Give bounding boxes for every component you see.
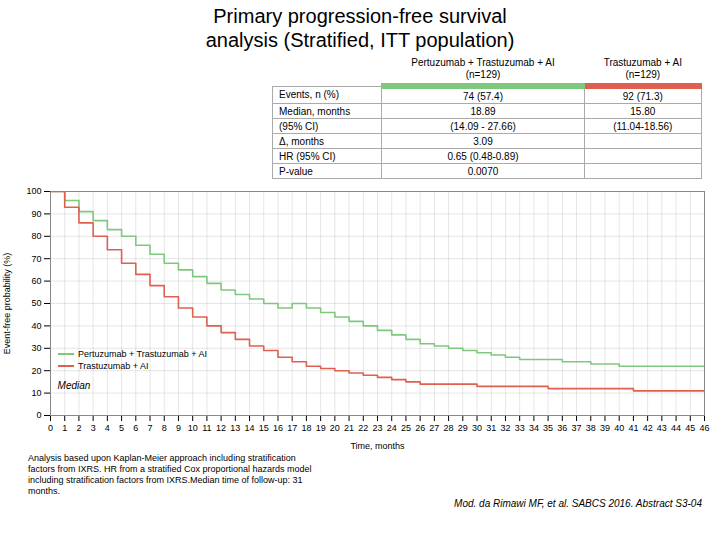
svg-text:24: 24 (387, 423, 397, 433)
html-text:Pertuzumab + Trastuzumab + AI: Pertuzumab + Trastuzumab + AI (411, 57, 555, 68)
svg-text:100: 100 (26, 186, 41, 196)
html-text:92 (71.3): 92 (71.3) (622, 90, 663, 102)
html-text:Mod. da Rimawi MF, et al. SABC: Mod. da Rimawi MF, et al. SABCS 2016. Ab… (454, 498, 702, 509)
svg-text:20: 20 (31, 366, 41, 376)
svg-text:45: 45 (685, 423, 695, 433)
html-text:Events, n (%): Events, n (%) (279, 89, 339, 101)
svg-text:36: 36 (557, 423, 567, 433)
svg-text:10: 10 (31, 388, 41, 398)
html-text:(n=129): (n=129) (465, 69, 501, 80)
svg-text:35: 35 (543, 423, 553, 433)
html-text:15.80: 15.80 (630, 105, 656, 117)
svg-text:17: 17 (287, 423, 297, 433)
svg-text:28: 28 (444, 423, 454, 433)
svg-text:23: 23 (372, 423, 382, 433)
svg-text:26: 26 (415, 423, 425, 433)
svg-text:32: 32 (500, 423, 510, 433)
html-text:Δ, months: Δ, months (279, 135, 324, 147)
svg-text:16: 16 (273, 423, 283, 433)
html-text:P-value: P-value (279, 165, 313, 177)
svg-text:Median: Median (58, 380, 91, 391)
html-text:Analysis based upon Kaplan-Mei: Analysis based upon Kaplan-Meier approac… (28, 453, 312, 496)
svg-text:80: 80 (31, 231, 41, 241)
html-text:Trastuzumab + AI: Trastuzumab + AI (603, 57, 682, 68)
html-text:Primary progression-free survi: Primary progression-free survival analys… (205, 5, 515, 51)
html-text:0.65 (0.48-0.89): 0.65 (0.48-0.89) (447, 150, 519, 162)
svg-text:21: 21 (344, 423, 354, 433)
html-text:18.89: 18.89 (470, 105, 496, 117)
svg-text:37: 37 (572, 423, 582, 433)
svg-text:6: 6 (133, 423, 138, 433)
svg-text:7: 7 (148, 423, 153, 433)
svg-text:38: 38 (586, 423, 596, 433)
svg-text:19: 19 (316, 423, 326, 433)
svg-text:60: 60 (31, 276, 41, 286)
svg-text:11: 11 (202, 423, 211, 433)
html-text:Median, months: Median, months (279, 105, 351, 117)
svg-text:70: 70 (31, 254, 41, 264)
html-text:3.09: 3.09 (473, 135, 493, 147)
html-text:(14.09 - 27.66): (14.09 - 27.66) (450, 120, 516, 132)
svg-text:30: 30 (31, 343, 41, 353)
html-text:Trastuzumab + AI: Trastuzumab + AI (78, 361, 149, 372)
svg-text:40: 40 (614, 423, 624, 433)
svg-text:Event-free probability (%): Event-free probability (%) (2, 253, 12, 355)
svg-text:27: 27 (429, 423, 439, 433)
svg-text:4: 4 (105, 423, 110, 433)
html-text:0.0070: 0.0070 (467, 165, 499, 177)
svg-text:42: 42 (643, 423, 653, 433)
svg-text:5: 5 (119, 423, 124, 433)
svg-text:0: 0 (36, 410, 41, 420)
svg-text:46: 46 (699, 423, 709, 433)
svg-text:31: 31 (486, 423, 496, 433)
svg-text:1: 1 (62, 423, 67, 433)
svg-text:30: 30 (472, 423, 482, 433)
svg-text:12: 12 (216, 423, 226, 433)
svg-text:39: 39 (600, 423, 610, 433)
html-text:HR (95% CI): HR (95% CI) (279, 150, 336, 162)
svg-text:43: 43 (657, 423, 667, 433)
svg-text:29: 29 (458, 423, 468, 433)
svg-text:41: 41 (628, 423, 638, 433)
html-text:(n=129): (n=129) (625, 69, 661, 80)
html-text:Pertuzumab + Trastuzumab + AI: Pertuzumab + Trastuzumab + AI (78, 349, 208, 360)
html-text:74 (57.4): 74 (57.4) (463, 90, 503, 102)
svg-text:14: 14 (245, 423, 255, 433)
svg-text:25: 25 (401, 423, 411, 433)
svg-text:34: 34 (529, 423, 539, 433)
svg-text:9: 9 (176, 423, 181, 433)
svg-text:44: 44 (671, 423, 681, 433)
svg-text:8: 8 (162, 423, 167, 433)
svg-text:13: 13 (230, 423, 240, 433)
svg-text:40: 40 (31, 321, 41, 331)
html-text:(95% CI): (95% CI) (279, 120, 319, 132)
svg-text:20: 20 (330, 423, 340, 433)
svg-text:50: 50 (31, 298, 41, 308)
svg-text:22: 22 (358, 423, 368, 433)
svg-text:18: 18 (301, 423, 311, 433)
html-text:(11.04-18.56): (11.04-18.56) (613, 120, 673, 132)
svg-text:15: 15 (259, 423, 269, 433)
svg-text:0: 0 (48, 423, 53, 433)
svg-text:10: 10 (188, 423, 198, 433)
svg-text:90: 90 (31, 209, 41, 219)
svg-text:2: 2 (76, 423, 81, 433)
svg-text:3: 3 (91, 423, 96, 433)
svg-text:33: 33 (515, 423, 525, 433)
svg-text:Time, months: Time, months (350, 441, 405, 451)
